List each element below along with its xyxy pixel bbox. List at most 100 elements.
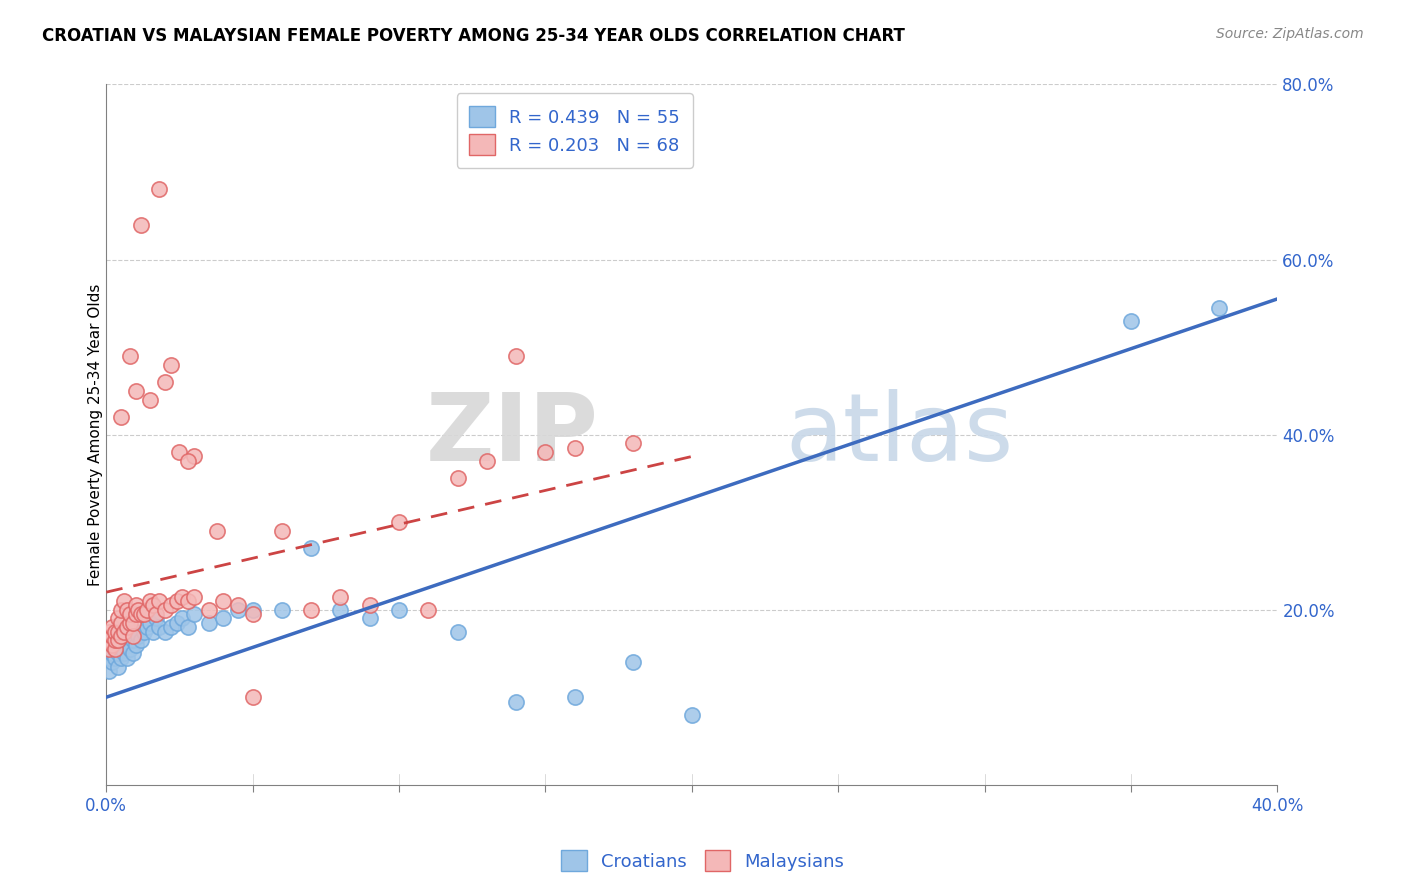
Point	[115, 650, 138, 665]
Point	[159, 358, 181, 372]
Point	[172, 590, 194, 604]
Point	[98, 650, 121, 665]
Point	[148, 182, 170, 196]
Point	[142, 599, 165, 613]
Point	[101, 629, 124, 643]
Point	[681, 707, 703, 722]
Point	[98, 664, 121, 678]
Point	[388, 515, 411, 529]
Point	[101, 655, 124, 669]
Point	[212, 594, 235, 608]
Point	[148, 620, 170, 634]
Point	[98, 642, 121, 657]
Point	[115, 638, 138, 652]
Point	[136, 602, 159, 616]
Point	[564, 690, 586, 705]
Point	[124, 607, 146, 621]
Point	[104, 638, 127, 652]
Point	[118, 642, 141, 657]
Point	[139, 615, 162, 630]
Point	[118, 615, 141, 630]
Point	[153, 375, 176, 389]
Point	[226, 602, 249, 616]
Point	[107, 633, 129, 648]
Point	[299, 602, 322, 616]
Point	[110, 650, 132, 665]
Y-axis label: Female Poverty Among 25-34 Year Olds: Female Poverty Among 25-34 Year Olds	[87, 284, 103, 586]
Point	[145, 607, 167, 621]
Point	[139, 594, 162, 608]
Point	[101, 620, 124, 634]
Point	[134, 607, 156, 621]
Point	[271, 602, 294, 616]
Point	[172, 611, 194, 625]
Point	[197, 615, 219, 630]
Point	[131, 633, 153, 648]
Point	[621, 655, 644, 669]
Point	[534, 445, 557, 459]
Point	[136, 620, 159, 634]
Point	[183, 590, 205, 604]
Point	[139, 392, 162, 407]
Point	[446, 624, 468, 639]
Point	[359, 611, 381, 625]
Point	[131, 607, 153, 621]
Point	[153, 602, 176, 616]
Point	[329, 590, 352, 604]
Point	[177, 620, 200, 634]
Point	[107, 629, 129, 643]
Point	[388, 602, 411, 616]
Point	[104, 650, 127, 665]
Point	[1119, 314, 1142, 328]
Point	[145, 611, 167, 625]
Legend: Croatians, Malaysians: Croatians, Malaysians	[554, 843, 852, 879]
Point	[475, 454, 498, 468]
Point	[183, 607, 205, 621]
Point	[118, 629, 141, 643]
Point	[104, 624, 127, 639]
Point	[110, 602, 132, 616]
Point	[148, 594, 170, 608]
Point	[101, 633, 124, 648]
Text: ZIP: ZIP	[425, 389, 598, 481]
Point	[159, 620, 181, 634]
Point	[159, 599, 181, 613]
Point	[101, 647, 124, 661]
Point	[101, 638, 124, 652]
Point	[112, 633, 135, 648]
Point	[242, 602, 264, 616]
Point	[166, 594, 188, 608]
Point	[418, 602, 440, 616]
Point	[124, 384, 146, 398]
Point	[107, 611, 129, 625]
Text: atlas: atlas	[786, 389, 1014, 481]
Point	[110, 629, 132, 643]
Point	[177, 454, 200, 468]
Point	[110, 624, 132, 639]
Point	[98, 624, 121, 639]
Point	[121, 629, 143, 643]
Point	[112, 647, 135, 661]
Point	[121, 647, 143, 661]
Text: CROATIAN VS MALAYSIAN FEMALE POVERTY AMONG 25-34 YEAR OLDS CORRELATION CHART: CROATIAN VS MALAYSIAN FEMALE POVERTY AMO…	[42, 27, 905, 45]
Point	[505, 349, 527, 363]
Point	[183, 450, 205, 464]
Point	[242, 690, 264, 705]
Point	[564, 441, 586, 455]
Point	[112, 594, 135, 608]
Point	[226, 599, 249, 613]
Point	[197, 602, 219, 616]
Point	[207, 524, 229, 538]
Point	[110, 410, 132, 425]
Legend: R = 0.439   N = 55, R = 0.203   N = 68: R = 0.439 N = 55, R = 0.203 N = 68	[457, 94, 693, 168]
Point	[134, 624, 156, 639]
Point	[118, 349, 141, 363]
Point	[212, 611, 235, 625]
Point	[329, 602, 352, 616]
Point	[124, 638, 146, 652]
Point	[104, 642, 127, 657]
Point	[446, 471, 468, 485]
Point	[505, 695, 527, 709]
Point	[98, 638, 121, 652]
Point	[124, 599, 146, 613]
